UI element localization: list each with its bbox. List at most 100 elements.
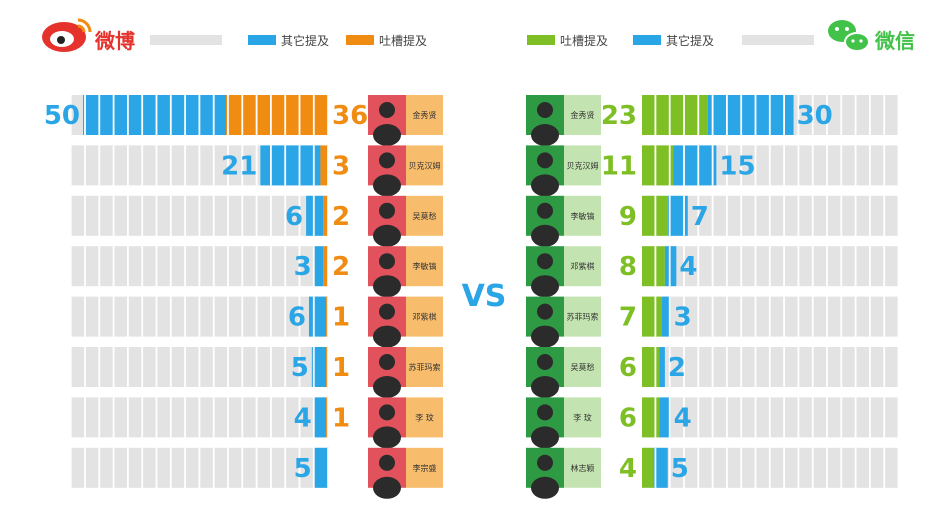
weixin-avatar-head bbox=[537, 253, 553, 270]
weixin-bar-complaint-divider bbox=[668, 145, 671, 186]
weibo-avatar-body bbox=[373, 124, 401, 146]
weibo-track-segment bbox=[257, 246, 270, 287]
weixin-track-segment bbox=[713, 447, 726, 488]
weibo-bar-complaint-divider bbox=[312, 95, 315, 135]
weibo-track-segment bbox=[186, 195, 199, 236]
weixin-track-segment bbox=[684, 246, 698, 287]
weibo-track-segment bbox=[114, 145, 127, 186]
weibo-bar-complaint bbox=[323, 195, 329, 236]
weibo-bar-other-divider bbox=[312, 145, 315, 186]
weibo-track-segment bbox=[128, 347, 142, 387]
weibo-bar-complaint bbox=[320, 145, 329, 186]
weibo-track-segment bbox=[171, 447, 185, 488]
weixin-track-segment bbox=[842, 145, 855, 186]
weibo-track-segment bbox=[186, 246, 199, 287]
weibo-track-segment bbox=[85, 397, 99, 438]
weibo-track-segment bbox=[71, 347, 85, 387]
weibo-value-complaint: 36 bbox=[332, 101, 368, 131]
weibo-name-tag bbox=[406, 145, 443, 186]
weixin-avatar-body bbox=[531, 224, 559, 247]
weixin-bar-complaint-divider bbox=[654, 397, 657, 438]
weibo-bar-other-divider bbox=[84, 95, 86, 135]
weixin-track-segment bbox=[713, 296, 726, 337]
weibo-avatar-body bbox=[373, 174, 401, 197]
weixin-celebrity-name: 金秀贤 bbox=[571, 110, 595, 120]
weixin-track-segment bbox=[842, 195, 855, 236]
weibo-name-tag bbox=[406, 347, 443, 387]
weixin-bar-other bbox=[659, 397, 671, 438]
weibo-value-other: 6 bbox=[288, 303, 306, 333]
weixin-track-segment bbox=[827, 95, 841, 135]
legend-swatch-blue-right bbox=[633, 35, 661, 45]
weixin-track-segment bbox=[742, 195, 755, 236]
weixin-bar-other-divider bbox=[668, 246, 671, 287]
weibo-bar-other-divider bbox=[312, 296, 315, 337]
weixin-track-segment bbox=[670, 447, 684, 488]
weibo-track-segment bbox=[71, 195, 85, 236]
weibo-brand-label: 微博 bbox=[94, 29, 135, 53]
weixin-track-segment bbox=[756, 145, 769, 186]
weibo-avatar-body bbox=[373, 224, 401, 247]
weibo-celebrity-name: 苏菲玛索 bbox=[409, 362, 441, 372]
weibo-track-segment bbox=[243, 397, 256, 438]
weibo-track-segment bbox=[171, 195, 185, 236]
weixin-bar-other-divider bbox=[668, 397, 671, 438]
weixin-name-tag bbox=[564, 195, 601, 236]
weixin-avatar-head bbox=[537, 303, 553, 320]
weibo-track-segment bbox=[228, 447, 242, 488]
weixin-track-segment bbox=[684, 195, 698, 236]
weibo-logo-icon bbox=[42, 18, 92, 52]
weibo-name-tag bbox=[406, 95, 443, 135]
weixin-value-complaint: 7 bbox=[619, 303, 637, 333]
weixin-track-segment bbox=[713, 347, 726, 387]
weixin-name-tag bbox=[564, 246, 601, 287]
weibo-track-segment bbox=[85, 347, 99, 387]
weixin-avatar-head bbox=[537, 454, 553, 471]
weibo-bar-other bbox=[260, 145, 321, 186]
weibo-bar-other-divider bbox=[127, 95, 129, 135]
weixin-track-segment bbox=[756, 296, 769, 337]
weixin-name-tag bbox=[564, 397, 601, 438]
weixin-track-segment bbox=[856, 145, 869, 186]
weibo-value-complaint: 3 bbox=[332, 151, 350, 181]
weibo-bar-complaint-divider bbox=[327, 246, 329, 287]
weixin-track-segment bbox=[827, 397, 841, 438]
weixin-track-segment bbox=[785, 447, 798, 488]
weibo-value-complaint: 2 bbox=[332, 202, 350, 232]
weixin-bar-other bbox=[673, 145, 717, 186]
weibo-track-segment bbox=[200, 447, 213, 488]
weibo-bar-other bbox=[306, 195, 324, 236]
weixin-track-segment bbox=[713, 145, 726, 186]
weixin-bar-other-divider bbox=[697, 145, 700, 186]
weibo-track-segment bbox=[257, 195, 270, 236]
weibo-track-segment bbox=[143, 347, 156, 387]
weibo-track-segment bbox=[100, 195, 113, 236]
weibo-track-segment bbox=[300, 397, 313, 438]
weixin-track-segment bbox=[799, 145, 812, 186]
weixin-track-segment bbox=[742, 145, 755, 186]
weixin-track-segment bbox=[713, 397, 726, 438]
weibo-bar-other-divider bbox=[327, 447, 329, 488]
weibo-bar-other-divider bbox=[284, 145, 287, 186]
weixin-avatar-body bbox=[531, 476, 559, 499]
weixin-track-segment bbox=[785, 397, 798, 438]
weibo-track-segment bbox=[100, 145, 113, 186]
weixin-track-segment bbox=[799, 95, 812, 135]
weixin-bar-other bbox=[662, 296, 671, 337]
weixin-track-segment bbox=[885, 95, 898, 135]
weixin-value-complaint: 23 bbox=[601, 101, 637, 131]
weixin-track-segment bbox=[770, 195, 784, 236]
weixin-avatar-body bbox=[531, 426, 559, 449]
weixin-track-segment bbox=[684, 397, 698, 438]
weixin-track-segment bbox=[670, 296, 684, 337]
weixin-value-other: 7 bbox=[691, 202, 709, 232]
weixin-name-tag bbox=[564, 145, 601, 186]
weibo-celebrity-name: 李 玟 bbox=[415, 412, 434, 422]
weixin-track-segment bbox=[856, 195, 869, 236]
weixin-track-segment bbox=[842, 246, 855, 287]
weibo-bar-other-divider bbox=[270, 145, 272, 186]
weixin-track-segment bbox=[813, 447, 827, 488]
weibo-value-complaint: 1 bbox=[332, 403, 350, 433]
weibo-celebrity-name: 李宗盛 bbox=[413, 463, 437, 473]
weixin-track-segment bbox=[670, 397, 684, 438]
